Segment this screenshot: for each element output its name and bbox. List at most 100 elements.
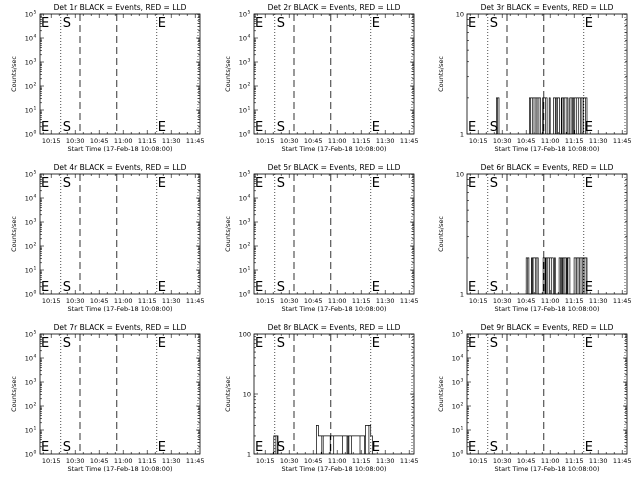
edge-label-bottom: E xyxy=(468,440,476,455)
y-axis-label: Counts/sec xyxy=(10,376,18,412)
x-axis-label: Start Time (17-Feb-18 10:08:00) xyxy=(282,145,387,153)
y-tick-exponent: 1 xyxy=(34,106,37,112)
x-tick-label: 11:15 xyxy=(352,297,371,305)
plot-frame xyxy=(253,13,415,135)
x-tick-label: 10:15 xyxy=(42,457,61,465)
x-tick-label: 11:30 xyxy=(376,137,395,145)
y-tick-label: 10 xyxy=(239,243,247,251)
y-axis-label: Counts/sec xyxy=(437,56,445,92)
y-tick-label: 10 xyxy=(25,243,33,251)
edge-label-bottom: E xyxy=(255,120,263,135)
x-tick-label: 10:30 xyxy=(493,297,512,305)
y-axis-label: Counts/sec xyxy=(224,56,232,92)
y-axis-label: Counts/sec xyxy=(10,56,18,92)
end-label-top: E xyxy=(585,16,593,31)
end-label-top: E xyxy=(372,16,380,31)
y-tick-label: 10 xyxy=(25,171,33,179)
end-label-bottom: E xyxy=(158,280,166,295)
end-label-top: E xyxy=(158,176,166,191)
events-series xyxy=(270,435,279,455)
y-tick-label: 10 xyxy=(243,391,251,399)
y-axis-label: Counts/sec xyxy=(224,216,232,252)
y-tick-label: 10 xyxy=(452,355,460,363)
y-tick-exponent: 5 xyxy=(248,170,251,176)
x-tick-label: 10:45 xyxy=(304,137,323,145)
events-series xyxy=(525,257,588,295)
y-tick-label: 10 xyxy=(25,35,33,43)
y-axis-label: Counts/sec xyxy=(437,376,445,412)
x-tick-label: 10:15 xyxy=(469,457,488,465)
y-tick-exponent: 4 xyxy=(248,34,251,40)
x-tick-label: 10:45 xyxy=(304,457,323,465)
x-tick-label: 11:15 xyxy=(352,137,371,145)
end-label-top: E xyxy=(158,16,166,31)
y-axis-label: Counts/sec xyxy=(10,216,18,252)
edge-label-bottom: E xyxy=(41,280,49,295)
y-tick-label: 1 xyxy=(460,291,464,299)
x-tick-label: 11:00 xyxy=(114,137,133,145)
edge-label-top: E xyxy=(255,16,263,31)
y-tick-exponent: 0 xyxy=(34,290,37,296)
x-tick-label: 11:00 xyxy=(328,137,347,145)
end-label-top: E xyxy=(158,336,166,351)
start-label-bottom: S xyxy=(63,280,71,295)
x-axis-label: Start Time (17-Feb-18 10:08:00) xyxy=(282,465,387,473)
plot-frame xyxy=(39,333,201,455)
x-tick-label: 11:30 xyxy=(589,137,608,145)
x-tick-label: 11:00 xyxy=(541,297,560,305)
start-label-top: S xyxy=(63,336,71,351)
y-tick-label: 10 xyxy=(25,267,33,275)
y-tick-label: 1 xyxy=(247,451,251,459)
y-tick-label: 10 xyxy=(25,219,33,227)
y-tick-label: 10 xyxy=(25,59,33,67)
chart-title: Det 4r BLACK = Events, RED = LLD xyxy=(54,163,187,172)
x-axis-label: Start Time (17-Feb-18 10:08:00) xyxy=(68,465,173,473)
y-tick-label: 10 xyxy=(239,195,247,203)
y-tick-label: 10 xyxy=(239,219,247,227)
x-tick-label: 11:45 xyxy=(613,457,632,465)
start-label-bottom: S xyxy=(277,280,285,295)
y-tick-label: 10 xyxy=(452,331,460,339)
x-tick-label: 11:00 xyxy=(541,457,560,465)
plot-frame xyxy=(253,173,415,295)
y-tick-label: 10 xyxy=(239,35,247,43)
y-tick-exponent: 2 xyxy=(248,242,251,248)
x-tick-label: 10:30 xyxy=(280,457,299,465)
x-tick-label: 10:15 xyxy=(256,137,275,145)
chart-title: Det 9r BLACK = Events, RED = LLD xyxy=(481,323,614,332)
events-series xyxy=(553,97,588,135)
y-tick-exponent: 4 xyxy=(34,34,37,40)
y-tick-label: 10 xyxy=(452,427,460,435)
x-tick-label: 10:45 xyxy=(304,297,323,305)
y-tick-exponent: 3 xyxy=(34,218,37,224)
edge-label-bottom: E xyxy=(41,440,49,455)
edge-label-bottom: E xyxy=(255,280,263,295)
events-series xyxy=(316,425,376,455)
edge-label-top: E xyxy=(468,16,476,31)
y-tick-label: 10 xyxy=(239,267,247,275)
edge-label-top: E xyxy=(255,176,263,191)
chart-title: Det 2r BLACK = Events, RED = LLD xyxy=(268,3,401,12)
y-axis-label: Counts/sec xyxy=(437,216,445,252)
y-tick-exponent: 0 xyxy=(461,450,464,456)
edge-label-top: E xyxy=(41,336,49,351)
y-tick-label: 10 xyxy=(452,451,460,459)
x-tick-label: 11:15 xyxy=(565,457,584,465)
y-tick-label: 1 xyxy=(460,131,464,139)
plot-frame xyxy=(466,333,628,455)
x-tick-label: 11:30 xyxy=(162,457,181,465)
edge-label-top: E xyxy=(255,336,263,351)
x-tick-label: 10:15 xyxy=(256,297,275,305)
y-tick-label: 10 xyxy=(25,107,33,115)
y-tick-exponent: 5 xyxy=(34,330,37,336)
x-tick-label: 10:30 xyxy=(66,457,85,465)
y-tick-exponent: 5 xyxy=(248,10,251,16)
y-tick-label: 10 xyxy=(456,11,464,19)
start-label-top: S xyxy=(63,176,71,191)
chart-title: Det 3r BLACK = Events, RED = LLD xyxy=(481,3,614,12)
